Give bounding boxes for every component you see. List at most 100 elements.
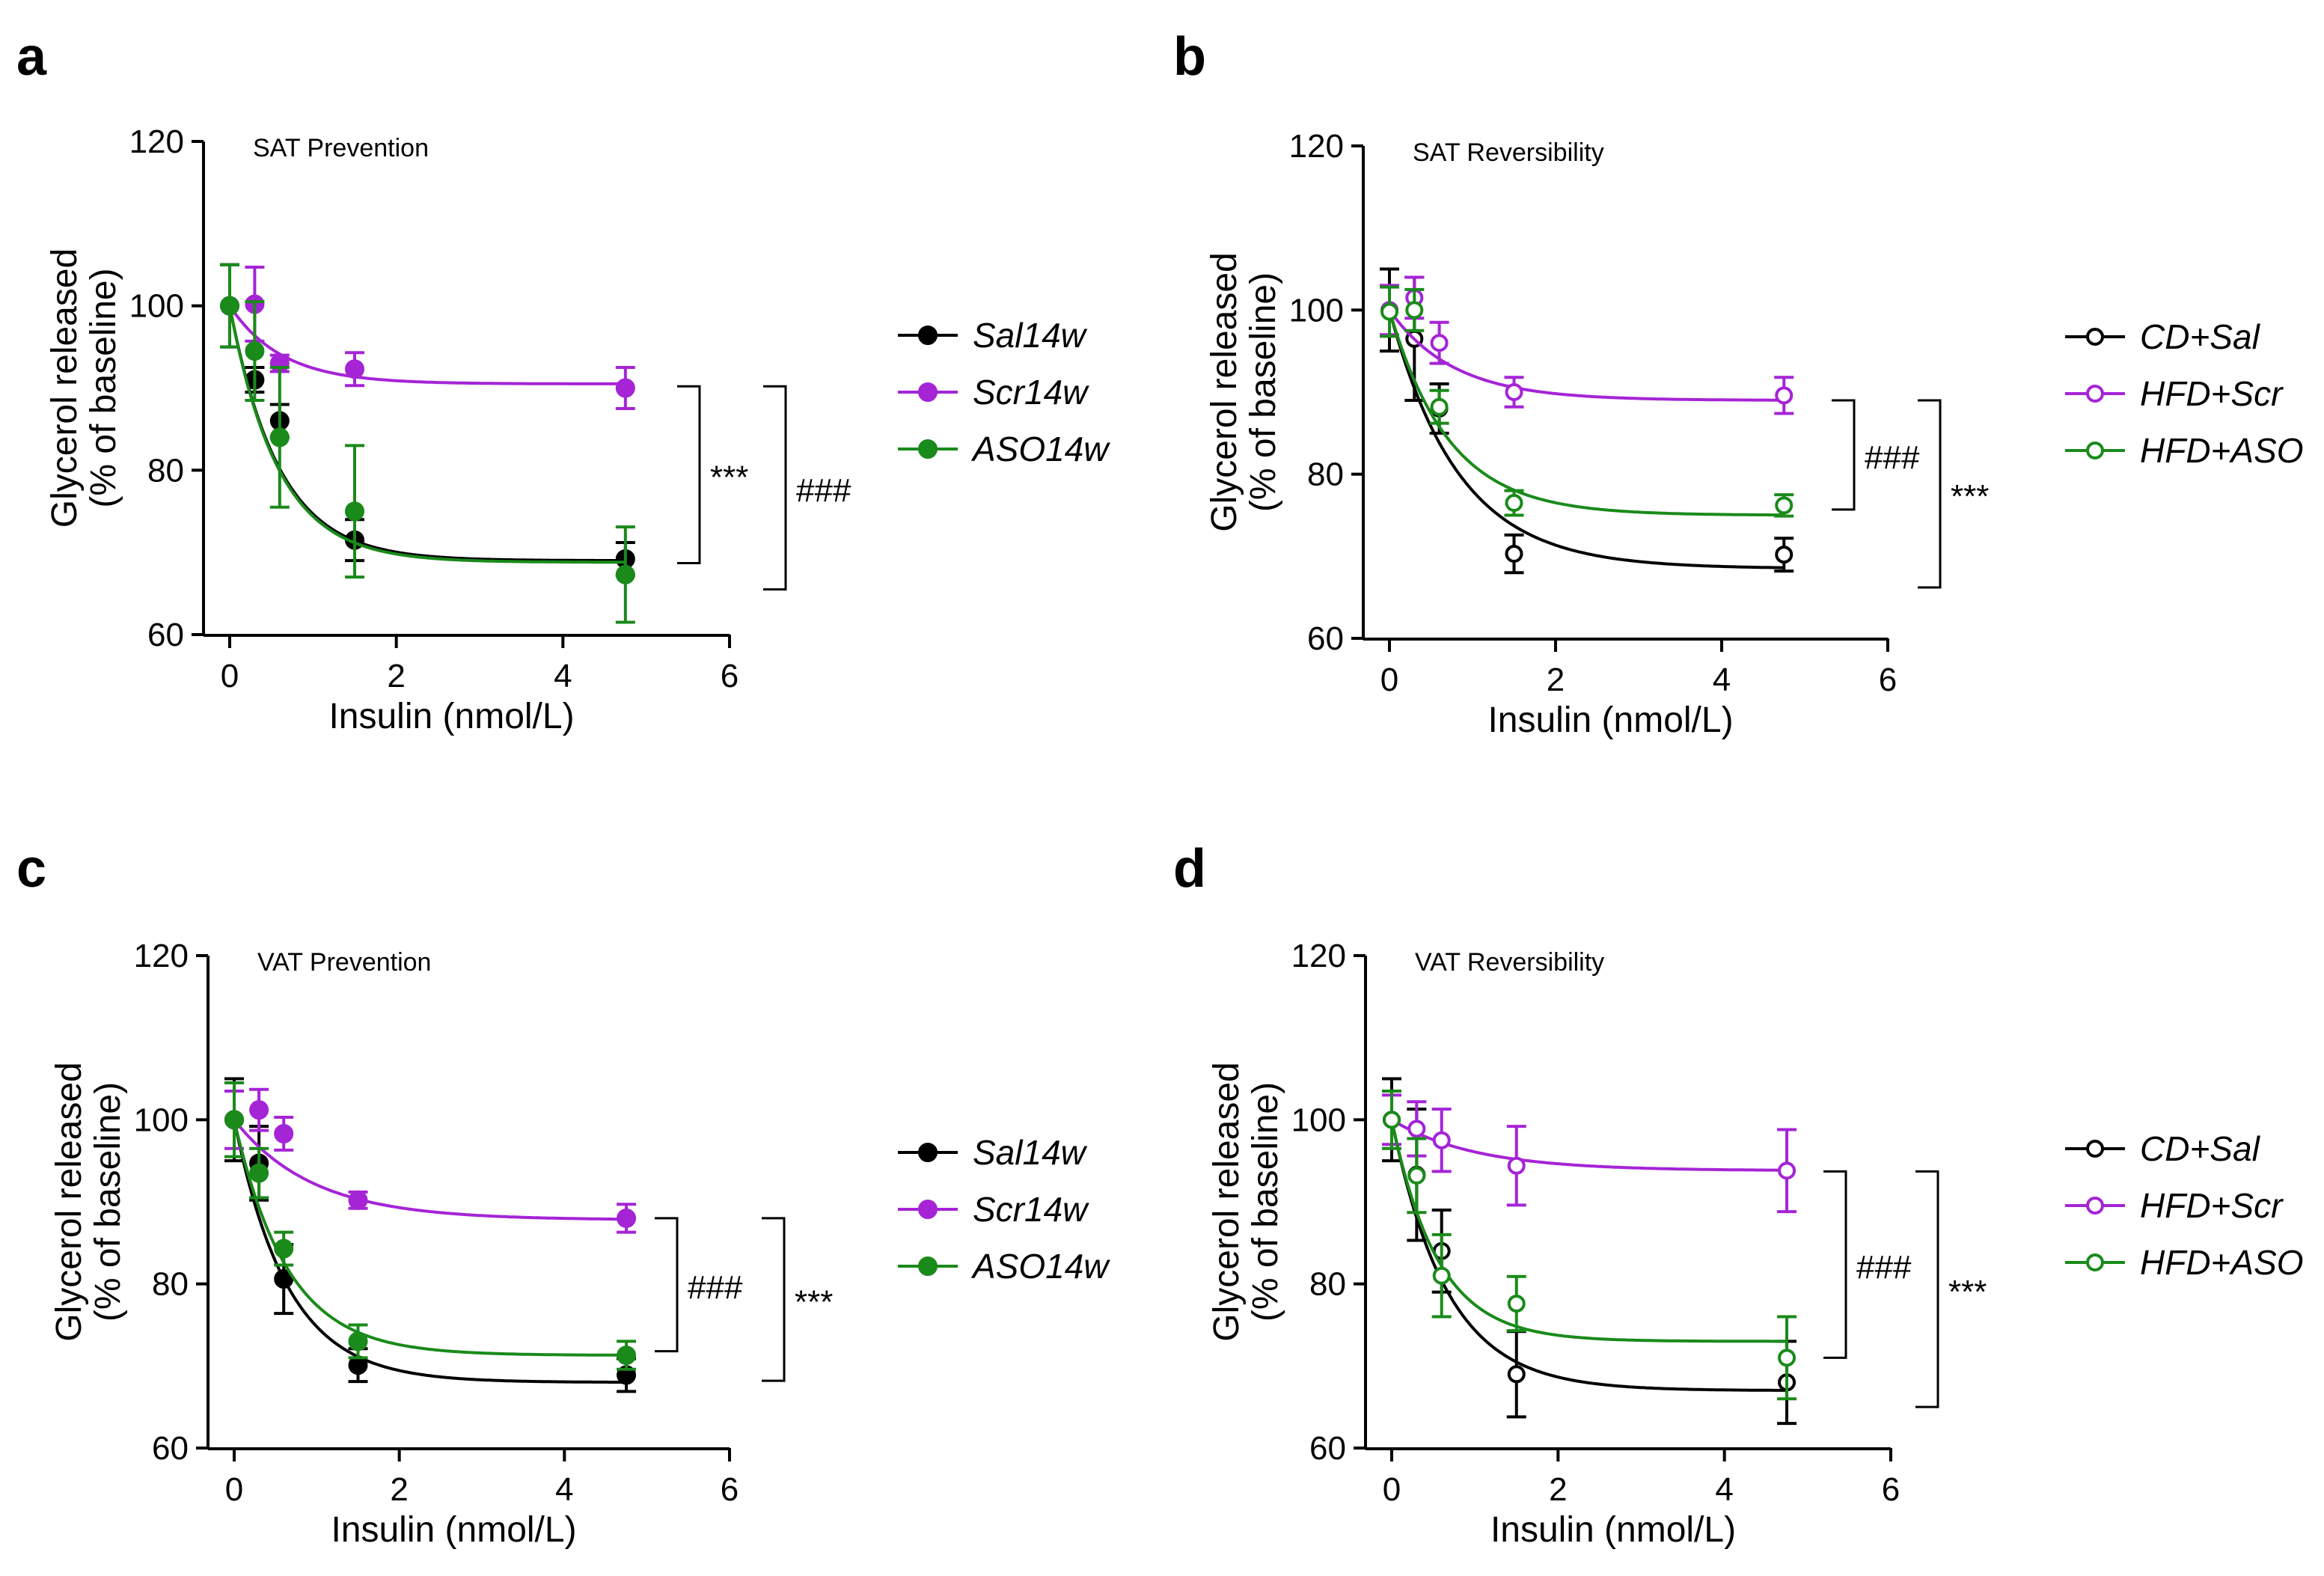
y-tick-label: 80: [152, 1266, 189, 1303]
data-point: [1505, 494, 1523, 513]
legend-entry: HFD+Scr: [2065, 374, 2284, 413]
significance-bracket: ***: [1915, 1170, 1987, 1408]
series-scr14w: [224, 1087, 637, 1234]
y-tick-label: 120: [129, 123, 184, 160]
legend-marker: [918, 382, 938, 402]
significance-label: ###: [688, 1269, 743, 1306]
significance-bracket: ###: [1823, 1170, 1912, 1359]
data-point: [617, 1208, 637, 1228]
data-point: [274, 1238, 294, 1259]
x-tick-label: 6: [1882, 1471, 1900, 1508]
legend-label: HFD+ASO: [2140, 1243, 2304, 1282]
fit-curve: [228, 305, 626, 562]
data-point: [1507, 1365, 1526, 1384]
bracket-line: [655, 1217, 679, 1353]
legend-label: CD+Sal: [2140, 1129, 2261, 1168]
legend-entry: CD+Sal: [2065, 317, 2261, 356]
legend-label: HFD+ASO: [2140, 431, 2304, 470]
legend-marker: [918, 326, 938, 345]
series-hfd-scr: [1382, 1093, 1797, 1214]
y-tick-label: 60: [1307, 620, 1344, 657]
x-tick-label: 2: [387, 658, 405, 694]
chart-title: VAT Reversibility: [1415, 948, 1604, 977]
fit-curve: [233, 1119, 627, 1221]
data-point: [615, 378, 635, 398]
data-point: [1778, 1349, 1796, 1367]
fit-curve: [233, 1119, 627, 1357]
y-tick-label: 120: [1289, 128, 1344, 165]
fit-curve: [1388, 309, 1785, 569]
x-axis-title: Insulin (nmol/L): [331, 1510, 576, 1550]
panel-c: c 60 80 100 120 0 2 4 6 Insulin (nmol/L) Glycerol …: [16, 839, 1110, 1550]
legend-marker: [918, 1256, 938, 1276]
data-point: [1405, 301, 1424, 320]
legend-entry: HFD+ASO: [2065, 431, 2304, 470]
data-point: [348, 1190, 368, 1210]
legend-entry: Sal14w: [898, 1133, 1088, 1172]
legend-entry: Sal14w: [898, 316, 1088, 355]
y-axis-title-line1: Glycerol released: [1207, 1062, 1247, 1342]
legend-marker: [918, 1143, 938, 1162]
x-tick-label: 4: [554, 658, 572, 694]
panel-b: b 60 80 100 120 0 2 4 6 Insulin (nmol/L) Glycerol …: [1173, 27, 2304, 740]
legend-entry: CD+Sal: [2065, 1129, 2261, 1168]
bracket-line: [1918, 399, 1942, 589]
panel-label: b: [1173, 27, 1206, 87]
significance-bracket: ###: [655, 1217, 743, 1353]
fit-curve: [233, 1119, 627, 1384]
data-point: [1775, 496, 1794, 515]
chart-title: VAT Prevention: [257, 948, 431, 977]
series-aso14w: [220, 263, 635, 624]
bracket-line: [677, 385, 701, 564]
legend-marker: [2086, 1197, 2104, 1215]
data-point: [269, 427, 290, 448]
panel-label: a: [16, 27, 47, 87]
significance-label: ***: [795, 1284, 833, 1321]
legend-label: ASO14w: [970, 430, 1110, 468]
legend-label: Scr14w: [973, 373, 1089, 412]
x-tick-label: 4: [1713, 662, 1731, 698]
y-tick-label: 100: [1289, 292, 1344, 329]
y-axis-title-line2: (% of baseline): [1246, 1082, 1285, 1322]
data-point: [274, 1123, 294, 1143]
significance-bracket: ***: [762, 1217, 833, 1382]
fit-curve: [1390, 1119, 1787, 1392]
legend-marker: [918, 439, 938, 459]
y-tick-label: 80: [1307, 456, 1344, 493]
y-tick-label: 100: [134, 1102, 189, 1138]
fit-curve: [1388, 309, 1785, 517]
data-point: [1430, 334, 1449, 352]
x-axis-title: Insulin (nmol/L): [1490, 1510, 1736, 1550]
x-tick-label: 0: [225, 1471, 243, 1508]
significance-label: ###: [1856, 1249, 1912, 1286]
panel-label: d: [1173, 839, 1206, 899]
x-tick-label: 6: [721, 1471, 739, 1508]
legend-marker: [2086, 442, 2104, 459]
legend-label: HFD+Scr: [2140, 1186, 2284, 1225]
data-point: [245, 341, 265, 361]
legend-label: Sal14w: [973, 316, 1088, 355]
series-aso14w: [224, 1081, 637, 1371]
significance-bracket: ***: [677, 385, 748, 564]
data-point: [1407, 1166, 1426, 1185]
series-cd-sal: [1380, 267, 1794, 575]
y-tick-label: 80: [1309, 1266, 1346, 1303]
series-hfd-aso: [1380, 285, 1794, 518]
data-point: [1775, 546, 1794, 564]
x-tick-label: 2: [1549, 1471, 1567, 1508]
data-point: [615, 564, 635, 584]
data-point: [249, 1100, 269, 1120]
y-axis-title-line1: Glycerol released: [45, 248, 85, 528]
data-point: [249, 1163, 269, 1183]
chart-title: SAT Prevention: [253, 134, 429, 162]
data-point: [348, 1331, 368, 1351]
significance-bracket: ***: [1918, 399, 1989, 589]
data-point: [1505, 545, 1523, 563]
series-scr14w: [220, 263, 635, 410]
x-tick-label: 6: [721, 658, 739, 694]
legend-label: HFD+Scr: [2140, 374, 2284, 413]
y-tick-label: 60: [147, 617, 184, 653]
x-tick-label: 2: [390, 1471, 408, 1508]
legend-entry: Scr14w: [898, 373, 1089, 412]
